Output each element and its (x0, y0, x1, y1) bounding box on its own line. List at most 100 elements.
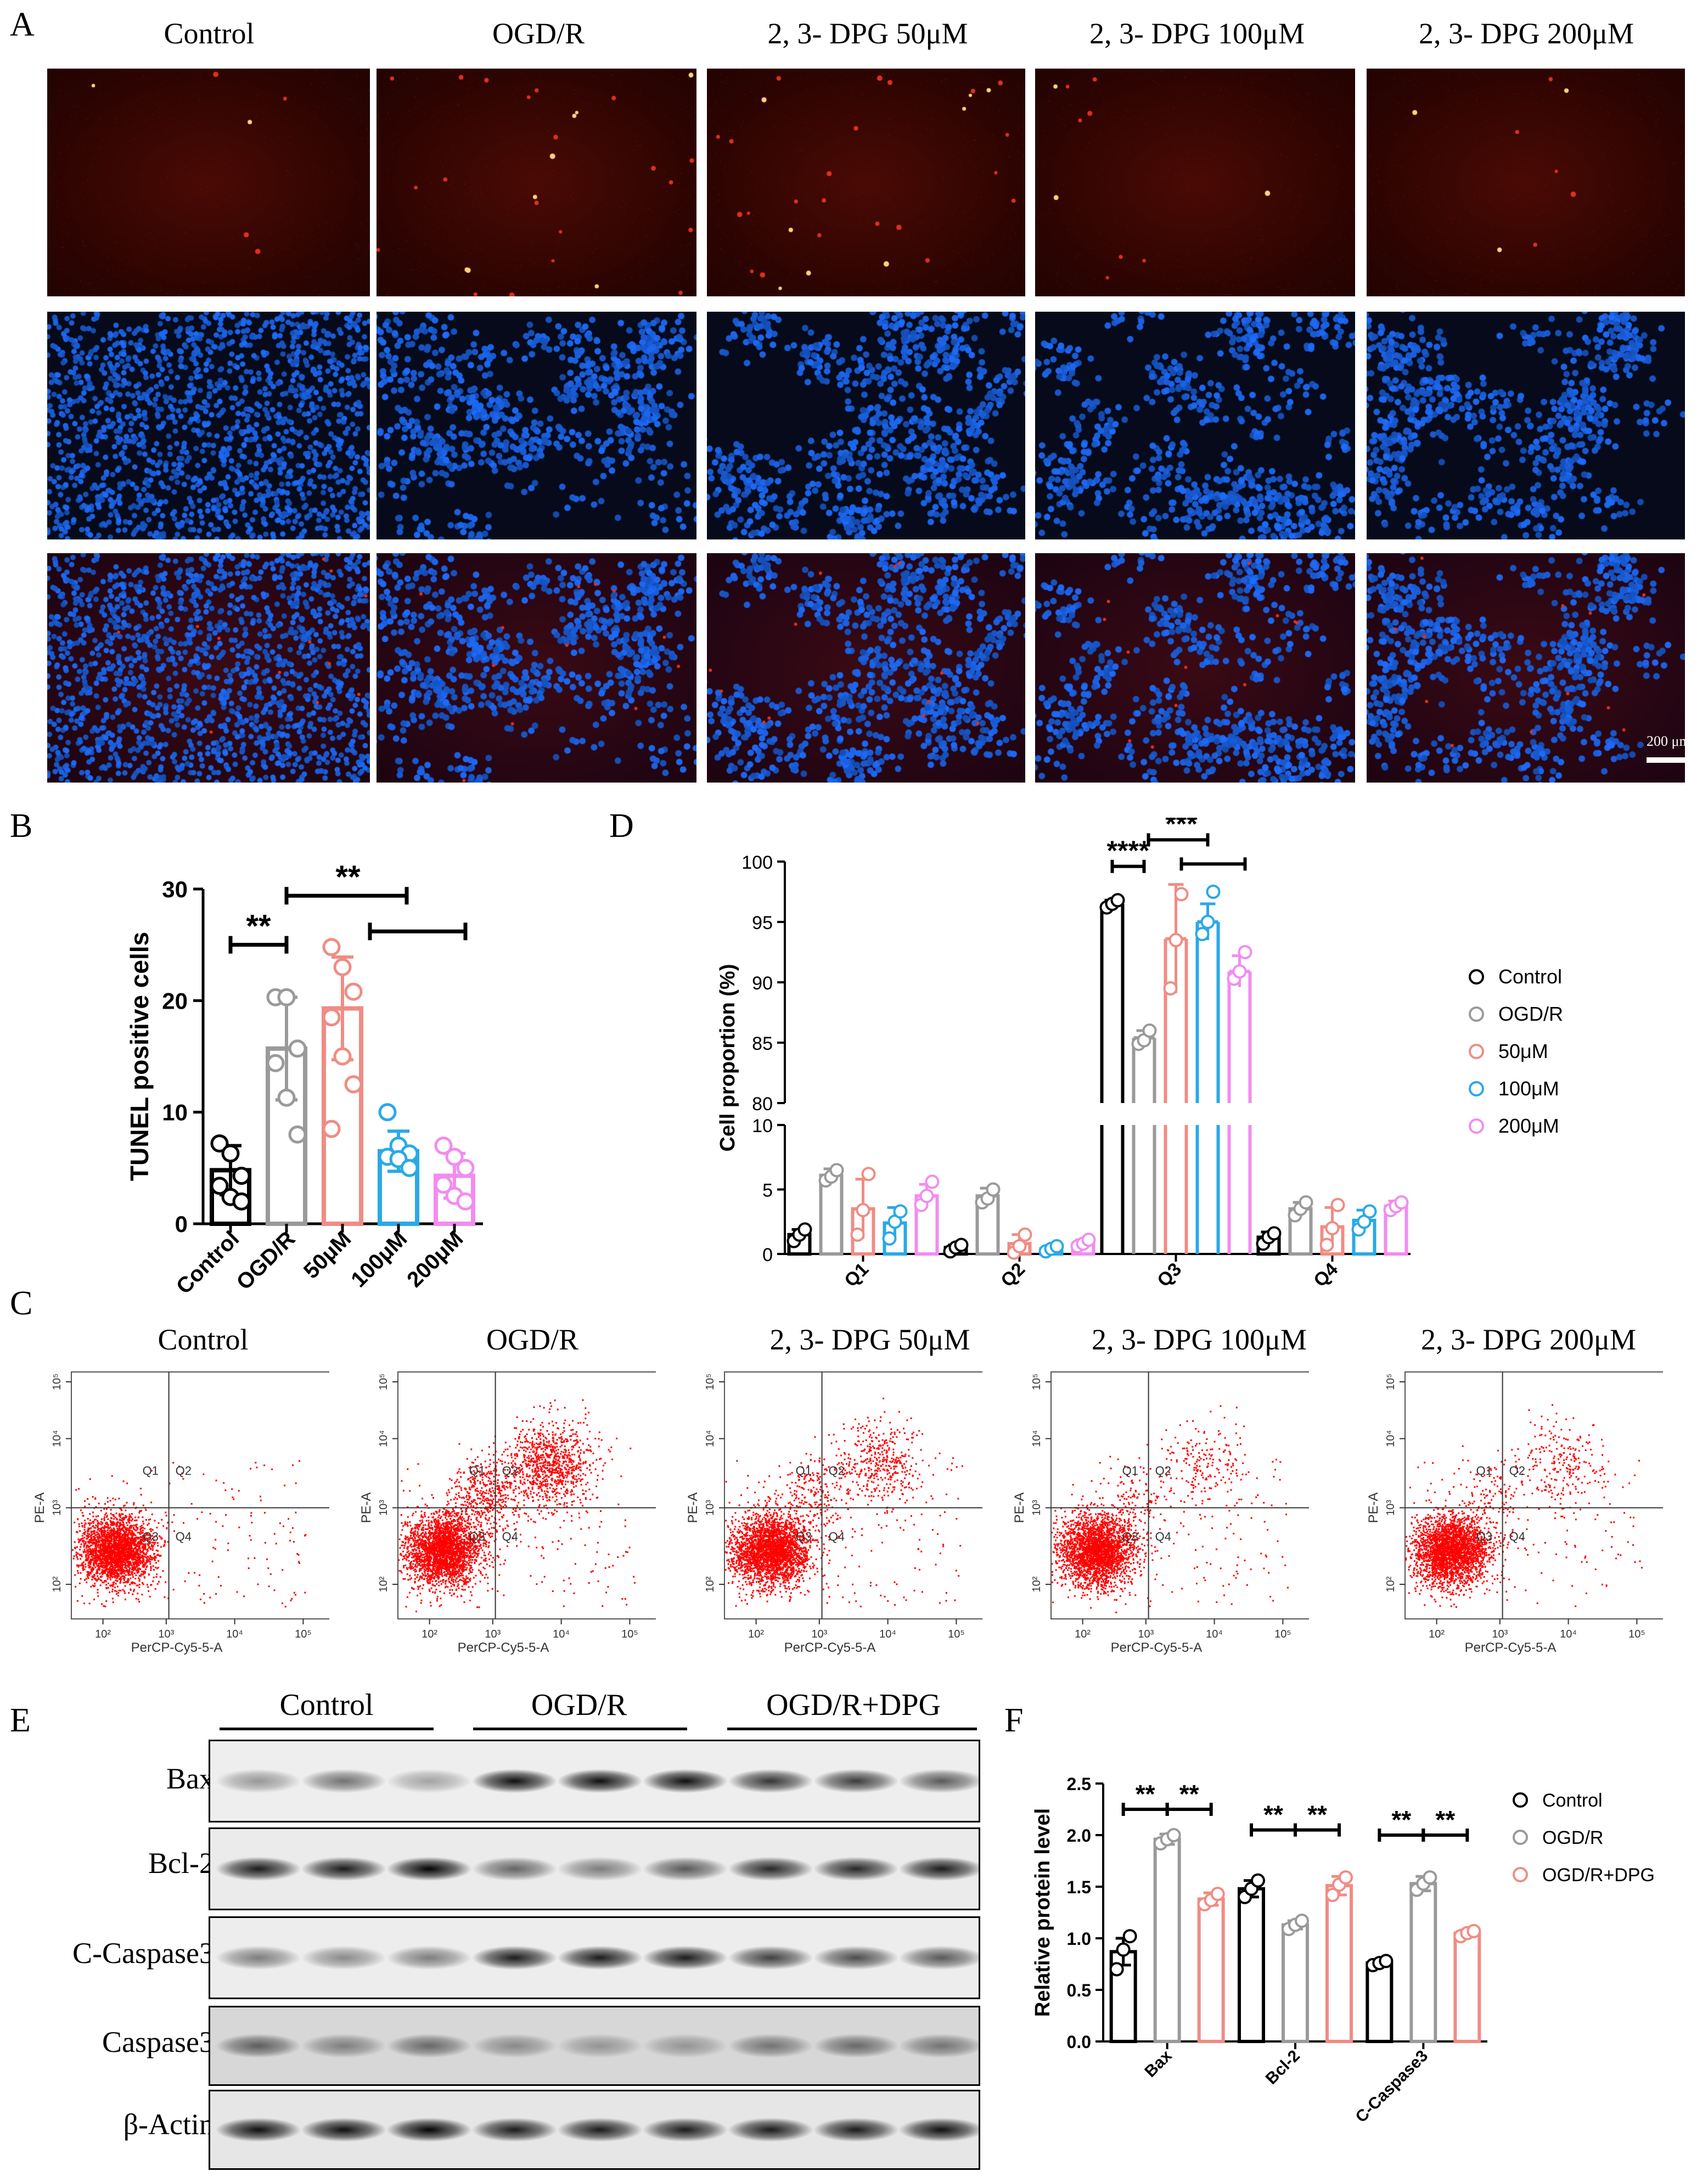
flow-event (106, 1535, 108, 1537)
y-tick-label: 30 (162, 876, 188, 902)
flow-event (453, 1545, 455, 1547)
flow-event (108, 1539, 110, 1541)
flow-event (423, 1554, 425, 1556)
flow-event (93, 1574, 95, 1577)
flow-event (431, 1547, 433, 1549)
flow-event (121, 1565, 123, 1567)
flow-event (134, 1542, 136, 1544)
flow-event (132, 1568, 134, 1571)
flow-event (133, 1538, 135, 1540)
flow-event (128, 1531, 131, 1533)
flow-event (120, 1543, 122, 1545)
flow-event (115, 1572, 117, 1574)
flow-event (103, 1518, 105, 1520)
flow-event (142, 1583, 144, 1585)
flow-event (87, 1534, 89, 1537)
flow-event (464, 1552, 467, 1554)
flow-event (439, 1535, 441, 1538)
flow-event (93, 1520, 94, 1522)
flow-event (145, 1561, 147, 1563)
flow-event (94, 1518, 96, 1521)
flow-event (427, 1576, 429, 1578)
flow-event (91, 1568, 92, 1571)
flow-event (96, 1536, 98, 1538)
flow-event (268, 1585, 270, 1588)
flow-event (453, 1537, 455, 1539)
flow-event (95, 1546, 98, 1549)
flow-event (138, 1579, 141, 1580)
flow-event (141, 1525, 143, 1527)
flow-event (442, 1514, 445, 1516)
flow-event (103, 1582, 105, 1584)
flow-event (113, 1543, 115, 1545)
flow-event (133, 1534, 136, 1536)
flow-event (424, 1512, 426, 1514)
flow-event (132, 1543, 134, 1545)
flow-event (472, 1556, 474, 1558)
flow-event (431, 1570, 434, 1572)
flow-event (137, 1557, 139, 1559)
flow-event (104, 1533, 106, 1535)
flow-event (119, 1522, 121, 1525)
flow-event (438, 1524, 440, 1526)
flow-event (89, 1550, 91, 1552)
flow-event (109, 1572, 111, 1574)
flow-event (114, 1590, 116, 1592)
flow-event (110, 1565, 113, 1567)
flow-event (516, 1521, 518, 1523)
flow-event (86, 1582, 88, 1583)
flow-event (435, 1562, 437, 1565)
flow-event (100, 1510, 102, 1512)
flow-event (447, 1510, 449, 1512)
data-point (1012, 1239, 1027, 1253)
flow-event (212, 1546, 215, 1549)
flow-event (104, 1516, 106, 1518)
flow-event (103, 1547, 105, 1549)
flow-event (441, 1539, 443, 1542)
flow-event (428, 1561, 430, 1563)
flow-event (105, 1552, 107, 1554)
flow-event (113, 1559, 115, 1561)
flow-event (491, 1535, 493, 1537)
flow-event (465, 1583, 467, 1585)
flow-event (442, 1567, 444, 1569)
flow-event (150, 1501, 153, 1504)
flow-event (77, 1566, 80, 1568)
flow-event (184, 1580, 186, 1582)
flow-event (448, 1565, 451, 1567)
flow-event (461, 1504, 463, 1506)
flow-event (113, 1522, 115, 1524)
flow-event (466, 1548, 468, 1550)
flow-event (420, 1569, 422, 1571)
flow-event (441, 1548, 443, 1550)
flow-event (144, 1556, 147, 1558)
flow-event (147, 1537, 149, 1539)
flow-event (417, 1588, 419, 1590)
flow-event (131, 1531, 133, 1533)
flow-event (297, 1561, 300, 1563)
flow-event (119, 1578, 120, 1580)
flow-event (121, 1569, 123, 1571)
flow-event (103, 1540, 105, 1542)
flow-event (137, 1532, 139, 1533)
flow-event (138, 1577, 139, 1579)
flow-event (483, 1554, 485, 1556)
flow-event (440, 1567, 442, 1570)
flow-event (135, 1544, 137, 1546)
flow-event (141, 1594, 143, 1596)
flow-event (149, 1542, 151, 1544)
flow-event (93, 1529, 95, 1532)
flow-event (462, 1563, 464, 1565)
flow-event (91, 1556, 93, 1558)
flow-event (85, 1522, 86, 1525)
flow-event (122, 1522, 125, 1524)
flow-event (93, 1538, 94, 1540)
flow-event (119, 1570, 121, 1572)
flow-event (90, 1531, 92, 1533)
flow-event (106, 1523, 108, 1526)
flow-event (117, 1563, 120, 1566)
flow-event (108, 1556, 110, 1559)
flow-event (116, 1559, 118, 1561)
flow-event (446, 1561, 448, 1563)
flow-event (474, 1583, 476, 1585)
